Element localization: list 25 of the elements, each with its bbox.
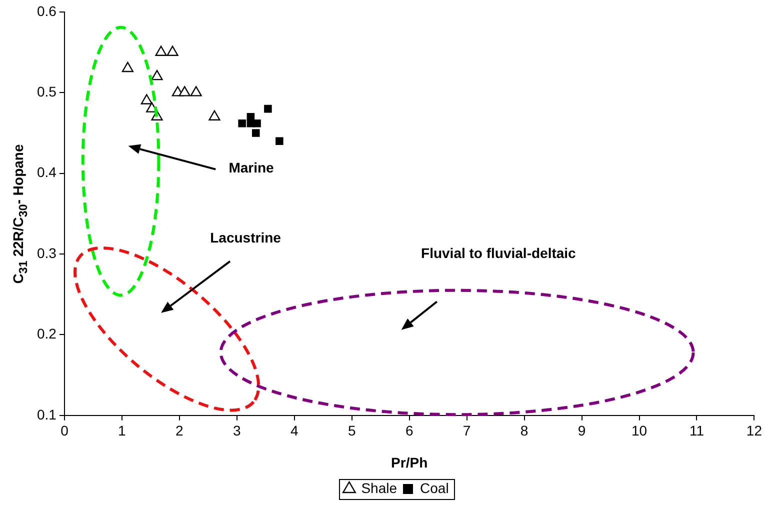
annotation: Lacustrine xyxy=(210,230,282,246)
x-tick-label: 10 xyxy=(631,422,648,439)
x-tick-label: 11 xyxy=(689,422,704,439)
x-tick-label: 7 xyxy=(462,422,471,439)
x-tick-label: 5 xyxy=(348,422,356,439)
x-tick-label: 0 xyxy=(60,422,69,439)
x-tick-label: 9 xyxy=(578,422,586,439)
annotation: Marine xyxy=(228,159,274,176)
x-tick-label: 12 xyxy=(746,422,762,439)
x-tick-label: 6 xyxy=(405,422,414,439)
annotation: Fluvial to fluvial-deltaic xyxy=(421,244,576,261)
x-tick-label: 4 xyxy=(290,422,298,439)
y-tick-label: 0.6 xyxy=(36,2,57,19)
x-tick-label: 8 xyxy=(520,422,528,439)
legend-label: Coal xyxy=(420,480,449,496)
y-tick-label: 0.1 xyxy=(36,406,57,422)
x-tick-label: 2 xyxy=(176,422,184,439)
x-tick-label: 1 xyxy=(118,422,126,439)
y-tick-label: 0.5 xyxy=(36,84,57,100)
y-tick-label: 0.2 xyxy=(36,326,57,342)
x-tick-label: 3 xyxy=(233,422,241,439)
x-axis-title: Pr/Ph xyxy=(391,454,428,470)
legend-label: Shale xyxy=(361,480,398,496)
y-tick-label: 0.3 xyxy=(36,244,57,261)
y-tick-label: 0.4 xyxy=(36,164,57,180)
